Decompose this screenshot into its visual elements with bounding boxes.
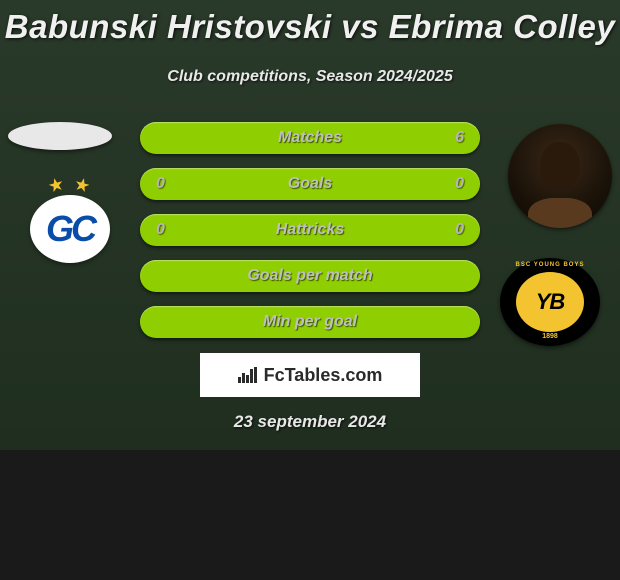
stat-row: 0 Goals 0 bbox=[140, 168, 480, 200]
player-left-photo bbox=[8, 122, 112, 150]
club-left-initials: GC bbox=[46, 208, 94, 250]
stat-right-value: 0 bbox=[444, 221, 464, 239]
stat-label: Matches bbox=[278, 129, 342, 147]
stat-label: Goals per match bbox=[247, 267, 372, 285]
subtitle: Club competitions, Season 2024/2025 bbox=[0, 68, 620, 86]
stat-left-value: 0 bbox=[156, 221, 176, 239]
stat-label: Min per goal bbox=[263, 313, 357, 331]
date-label: 23 september 2024 bbox=[0, 412, 620, 432]
club-left-badge: ★ ★ GC bbox=[20, 177, 120, 265]
star-icon: ★ bbox=[72, 173, 93, 197]
stat-row: Matches 6 bbox=[140, 122, 480, 154]
stat-label: Goals bbox=[288, 175, 332, 193]
stat-row: Goals per match bbox=[140, 260, 480, 292]
page-title: Babunski Hristovski vs Ebrima Colley bbox=[0, 0, 620, 46]
stat-label: Hattricks bbox=[276, 221, 344, 239]
brand-box[interactable]: FcTables.com bbox=[200, 353, 420, 397]
stat-row: Min per goal bbox=[140, 306, 480, 338]
club-right-arc-top: BSC YOUNG BOYS bbox=[500, 262, 600, 268]
stat-row: 0 Hattricks 0 bbox=[140, 214, 480, 246]
bar-chart-icon bbox=[238, 367, 258, 383]
stats-table: Matches 6 0 Goals 0 0 Hattricks 0 Goals … bbox=[140, 122, 480, 352]
club-right-arc-bot: 1898 bbox=[500, 333, 600, 340]
stat-right-value: 0 bbox=[444, 175, 464, 193]
club-right-badge: BSC YOUNG BOYS YB 1898 bbox=[500, 258, 600, 346]
club-right-initials: YB bbox=[536, 289, 565, 315]
stat-right-value: 6 bbox=[444, 129, 464, 147]
brand-label: FcTables.com bbox=[264, 365, 383, 386]
star-icon: ★ bbox=[46, 173, 67, 197]
stat-left-value: 0 bbox=[156, 175, 176, 193]
player-right-photo bbox=[508, 124, 612, 228]
